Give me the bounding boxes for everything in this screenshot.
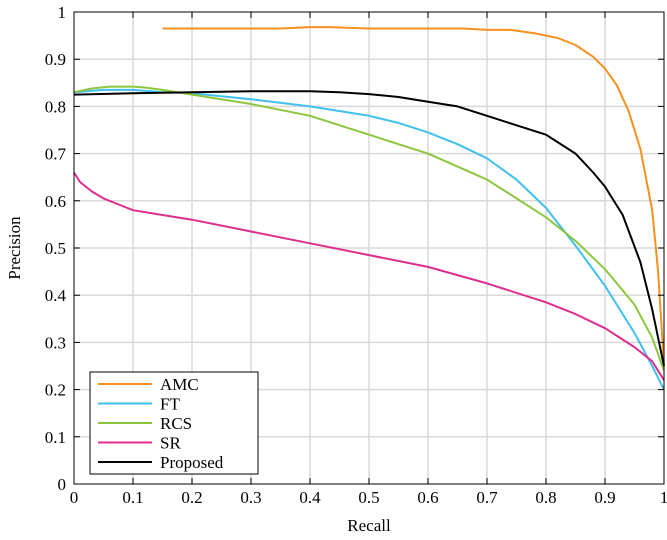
- legend-label-rcs: RCS: [160, 414, 192, 433]
- axis-ticks: 0 0.1 0.2 0.3 0.4 0.5 0.6 0.7 0.8 0.9 1 0 0.1 0.2 0.3 0…: [45, 3, 667, 507]
- x-tick-label: 1: [660, 488, 667, 507]
- x-tick-label: 0.8: [535, 488, 556, 507]
- y-tick-label: 0.9: [45, 50, 66, 69]
- x-tick-label: 0.3: [240, 488, 261, 507]
- series-line-proposed: [73, 90, 665, 367]
- y-tick-label: 0.2: [45, 381, 66, 400]
- y-tick-label: 0.1: [45, 428, 66, 447]
- x-tick-label: 0.1: [122, 488, 143, 507]
- series-line-amc: [162, 26, 665, 367]
- x-tick-label: 0.7: [476, 488, 498, 507]
- x-tick-label: 0.4: [299, 488, 321, 507]
- y-tick-label: 0.8: [45, 97, 66, 116]
- y-tick-label: 0: [58, 475, 67, 494]
- x-tick-label: 0.5: [358, 488, 379, 507]
- legend-label-proposed: Proposed: [160, 453, 224, 472]
- legend-label-sr: SR: [160, 434, 181, 453]
- y-tick-label: 0.7: [45, 145, 67, 164]
- y-tick-label: 0.6: [45, 192, 66, 211]
- legend-label-ft: FT: [160, 395, 180, 414]
- x-tick-label: 0.2: [181, 488, 202, 507]
- x-tick-label: 0.6: [417, 488, 438, 507]
- x-tick-label: 0: [70, 488, 79, 507]
- y-tick-label: 0.4: [45, 286, 67, 305]
- y-tick-label: 0.3: [45, 333, 66, 352]
- legend-label-amc: AMC: [160, 375, 199, 394]
- series-lines: [73, 26, 665, 391]
- x-tick-label: 0.9: [594, 488, 615, 507]
- x-axis-label: Recall: [347, 516, 391, 535]
- y-tick-label: 1: [58, 3, 67, 22]
- series-line-rcs: [73, 85, 665, 372]
- y-axis-label: Precision: [5, 216, 24, 280]
- y-tick-label: 0.5: [45, 239, 66, 258]
- series-line-sr: [73, 171, 665, 381]
